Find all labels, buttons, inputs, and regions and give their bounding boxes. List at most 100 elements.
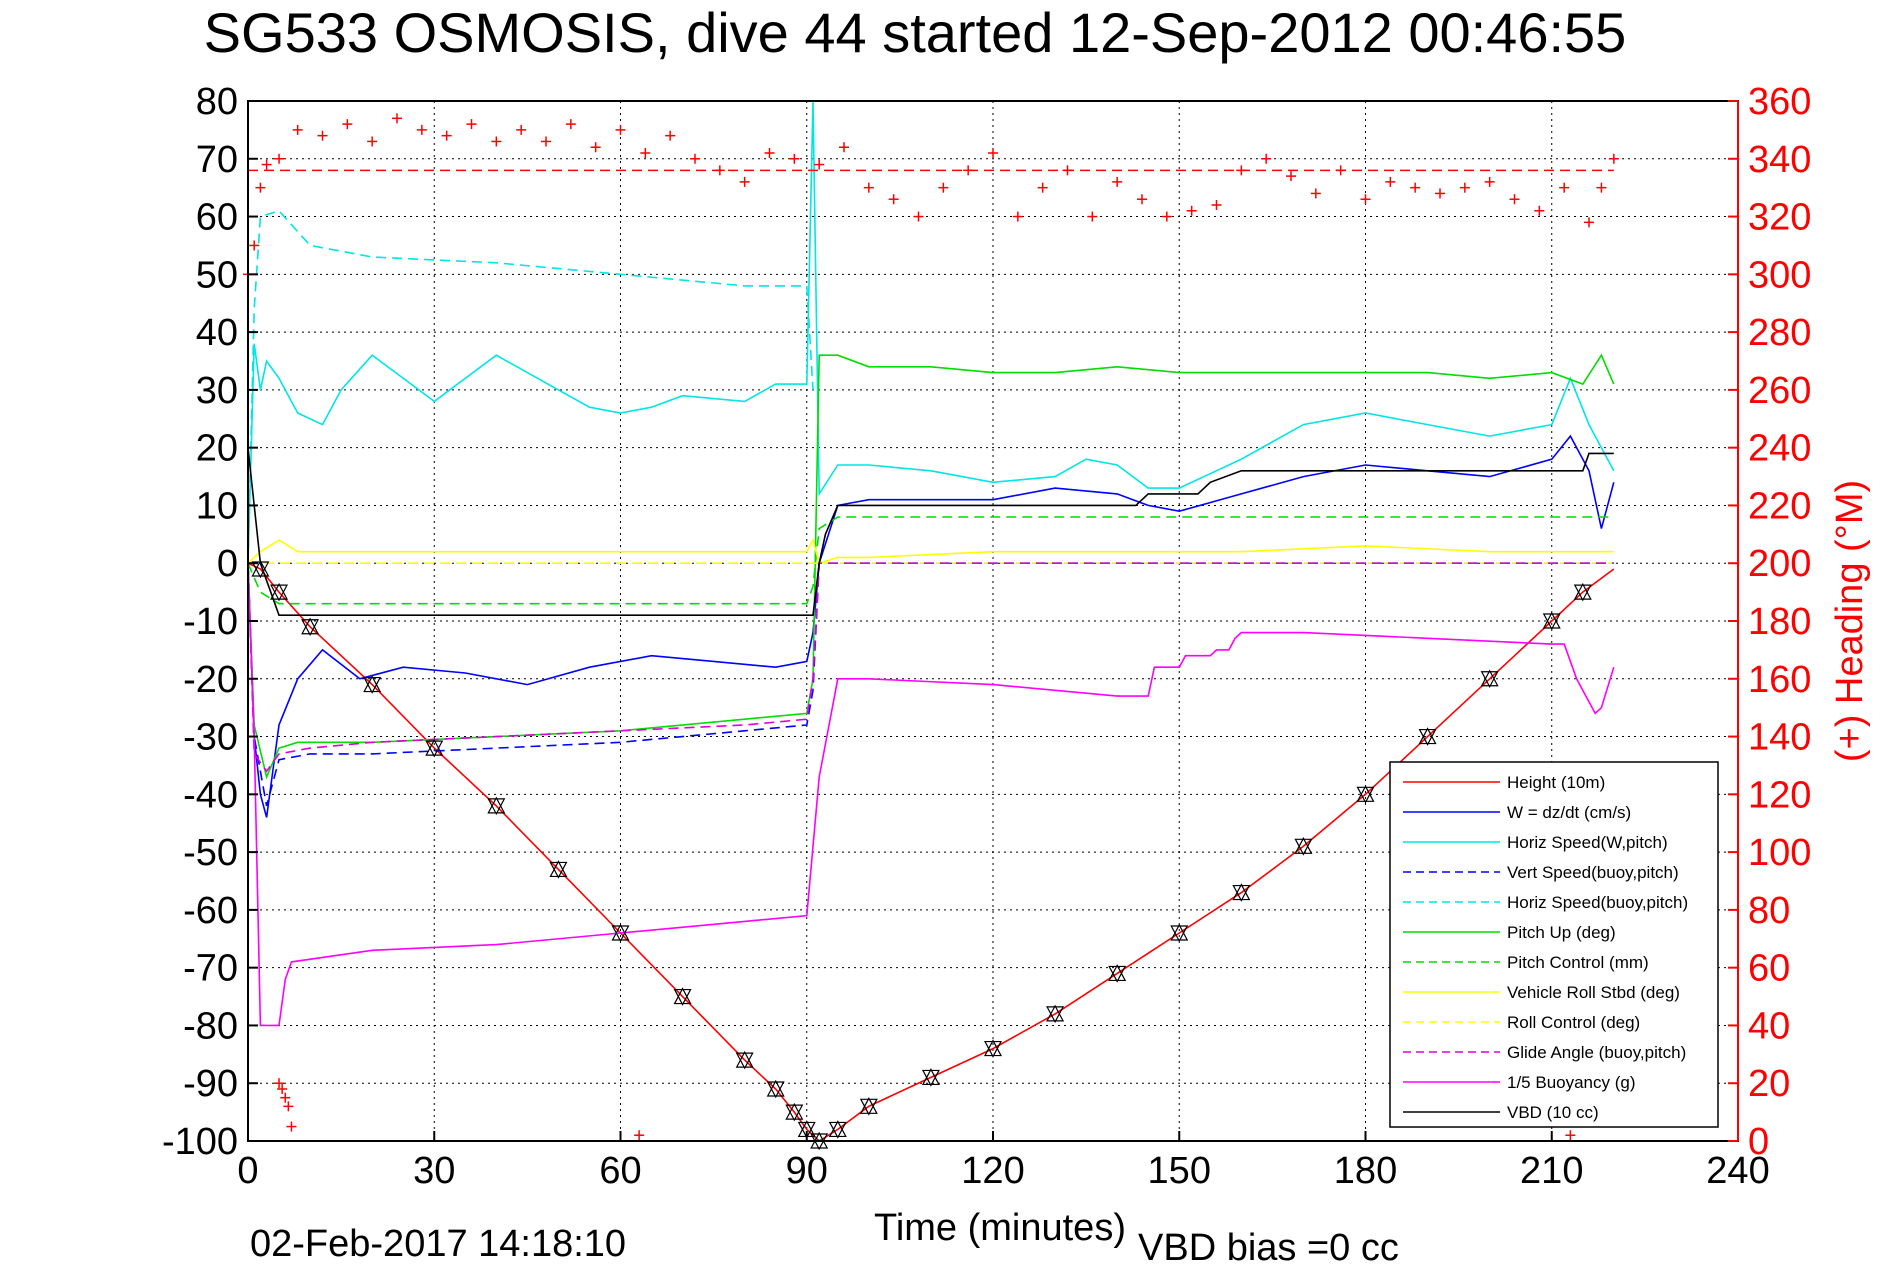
legend-entry: Vert Speed(buoy,pitch)	[1403, 863, 1679, 882]
heading-point	[1286, 171, 1296, 182]
depth-marker	[1046, 1004, 1065, 1024]
heading-point	[1565, 1130, 1576, 1141]
legend-entry: W = dz/dt (cm/s)	[1403, 803, 1631, 822]
heading-point	[1186, 205, 1197, 216]
legend-entry: Glide Angle (buoy,pitch)	[1403, 1043, 1686, 1062]
y-tick-label-right: 0	[1748, 1121, 1769, 1163]
y-tick-label-right: 340	[1748, 139, 1811, 181]
depth-marker	[270, 582, 289, 602]
heading-point	[261, 159, 272, 170]
heading-point	[255, 182, 266, 193]
heading-point	[714, 165, 725, 176]
depth-marker	[984, 1039, 1002, 1058]
heading-point	[690, 153, 700, 164]
depth-marker	[251, 559, 270, 579]
heading-point	[466, 119, 477, 130]
x-tick-label: 210	[1520, 1150, 1583, 1192]
legend-label: Vehicle Roll Stbd (deg)	[1507, 983, 1680, 1002]
heading-point	[665, 130, 676, 141]
heading-point	[1161, 211, 1172, 222]
x-axis-label: Time (minutes)	[874, 1207, 1126, 1249]
chart-title: SG533 OSMOSIS, dive 44 started 12-Sep-20…	[204, 1, 1627, 64]
heading-point	[913, 211, 924, 222]
heading-point	[1596, 182, 1607, 193]
depth-marker	[1418, 727, 1437, 746]
depth-marker	[1108, 964, 1127, 983]
legend-entry: Pitch Control (mm)	[1403, 953, 1649, 972]
legend-entry: Horiz Speed(W,pitch)	[1403, 833, 1668, 852]
heading-point	[1087, 211, 1098, 222]
x-tick-label: 30	[413, 1150, 455, 1192]
y-tick-label-right: 80	[1748, 890, 1790, 932]
series-line-1	[247, 562, 1615, 1143]
legend-entry: Roll Control (deg)	[1403, 1013, 1640, 1032]
series-line-8	[247, 537, 1614, 565]
x-tick-label: 240	[1706, 1150, 1769, 1192]
heading-point	[1584, 217, 1594, 228]
y-tick-label-left: 30	[196, 370, 238, 412]
series-line-5	[247, 209, 814, 564]
legend-entry: VBD (10 cc)	[1403, 1103, 1599, 1122]
depth-marker	[301, 617, 320, 637]
depth-marker	[1170, 923, 1189, 943]
depth-marker	[735, 1050, 754, 1070]
x-tick-label: 0	[237, 1150, 258, 1192]
legend-entry: Vehicle Roll Stbd (deg)	[1403, 983, 1680, 1002]
y-tick-label-right: 40	[1748, 1005, 1790, 1047]
y-tick-label-left: -90	[183, 1063, 238, 1105]
heading-point	[441, 130, 452, 141]
heading-point	[615, 124, 626, 135]
heading-point	[1459, 182, 1470, 193]
y-tick-label-left: 0	[217, 543, 238, 585]
legend-entry: 1/5 Buoyancy (g)	[1403, 1073, 1636, 1092]
heading-point	[739, 176, 750, 187]
legend-label: Glide Angle (buoy,pitch)	[1507, 1043, 1686, 1062]
heading-point	[274, 1078, 285, 1089]
legend-label: 1/5 Buoyancy (g)	[1507, 1073, 1636, 1092]
legend-label: Pitch Up (deg)	[1507, 923, 1616, 942]
heading-point	[249, 240, 260, 251]
series-line-3	[247, 100, 1615, 564]
y-tick-label-left: 20	[196, 428, 238, 470]
depth-marker	[1480, 669, 1499, 689]
heading-point	[839, 142, 849, 153]
series-layer	[247, 100, 1615, 1151]
heading-point	[1335, 165, 1346, 176]
legend-label: W = dz/dt (cm/s)	[1507, 803, 1631, 822]
y-tick-label-left: 70	[196, 139, 238, 181]
y-tick-label-left: 10	[196, 485, 238, 527]
x-tick-label: 180	[1334, 1150, 1397, 1192]
heading-point	[1112, 176, 1123, 187]
heading-point	[274, 153, 285, 164]
legend-label: Roll Control (deg)	[1507, 1013, 1640, 1032]
heading-point	[292, 124, 303, 135]
legend: Height (10m) W = dz/dt (cm/s) Horiz Speed(…	[1389, 761, 1719, 1128]
depth-marker	[1294, 837, 1313, 856]
legend-entry: Horiz Speed(buoy,pitch)	[1403, 893, 1688, 912]
heading-point	[1410, 182, 1421, 193]
axis-ticks: 0 30 60 90 120 150 180 210 24080706050403020100-…	[162, 81, 1811, 1192]
series-line-12	[247, 447, 1614, 617]
depth-marker	[1356, 785, 1375, 804]
y-tick-label-right: 300	[1748, 254, 1811, 296]
depth-marker	[1232, 883, 1251, 902]
heading-point	[1534, 205, 1545, 216]
heading-point	[1608, 153, 1619, 164]
x-tick-label: 150	[1148, 1150, 1211, 1192]
heading-point	[1211, 200, 1222, 210]
depth-marker	[828, 1120, 847, 1139]
series-line-10	[247, 562, 1614, 773]
y-tick-label-left: -70	[183, 948, 238, 990]
y-tick-label-left: 60	[196, 197, 238, 239]
y-tick-label-right: 260	[1748, 370, 1811, 412]
heading-point	[541, 136, 551, 147]
depth-marker	[363, 675, 382, 694]
y-tick-label-right: 60	[1748, 948, 1790, 990]
y-tick-label-left: 50	[196, 254, 238, 296]
legend-entry: Height (10m)	[1403, 773, 1605, 792]
heading-point	[590, 142, 601, 153]
legend-entry: Pitch Up (deg)	[1403, 923, 1616, 942]
heading-point	[1137, 194, 1147, 205]
series-line-11	[247, 563, 1615, 1027]
